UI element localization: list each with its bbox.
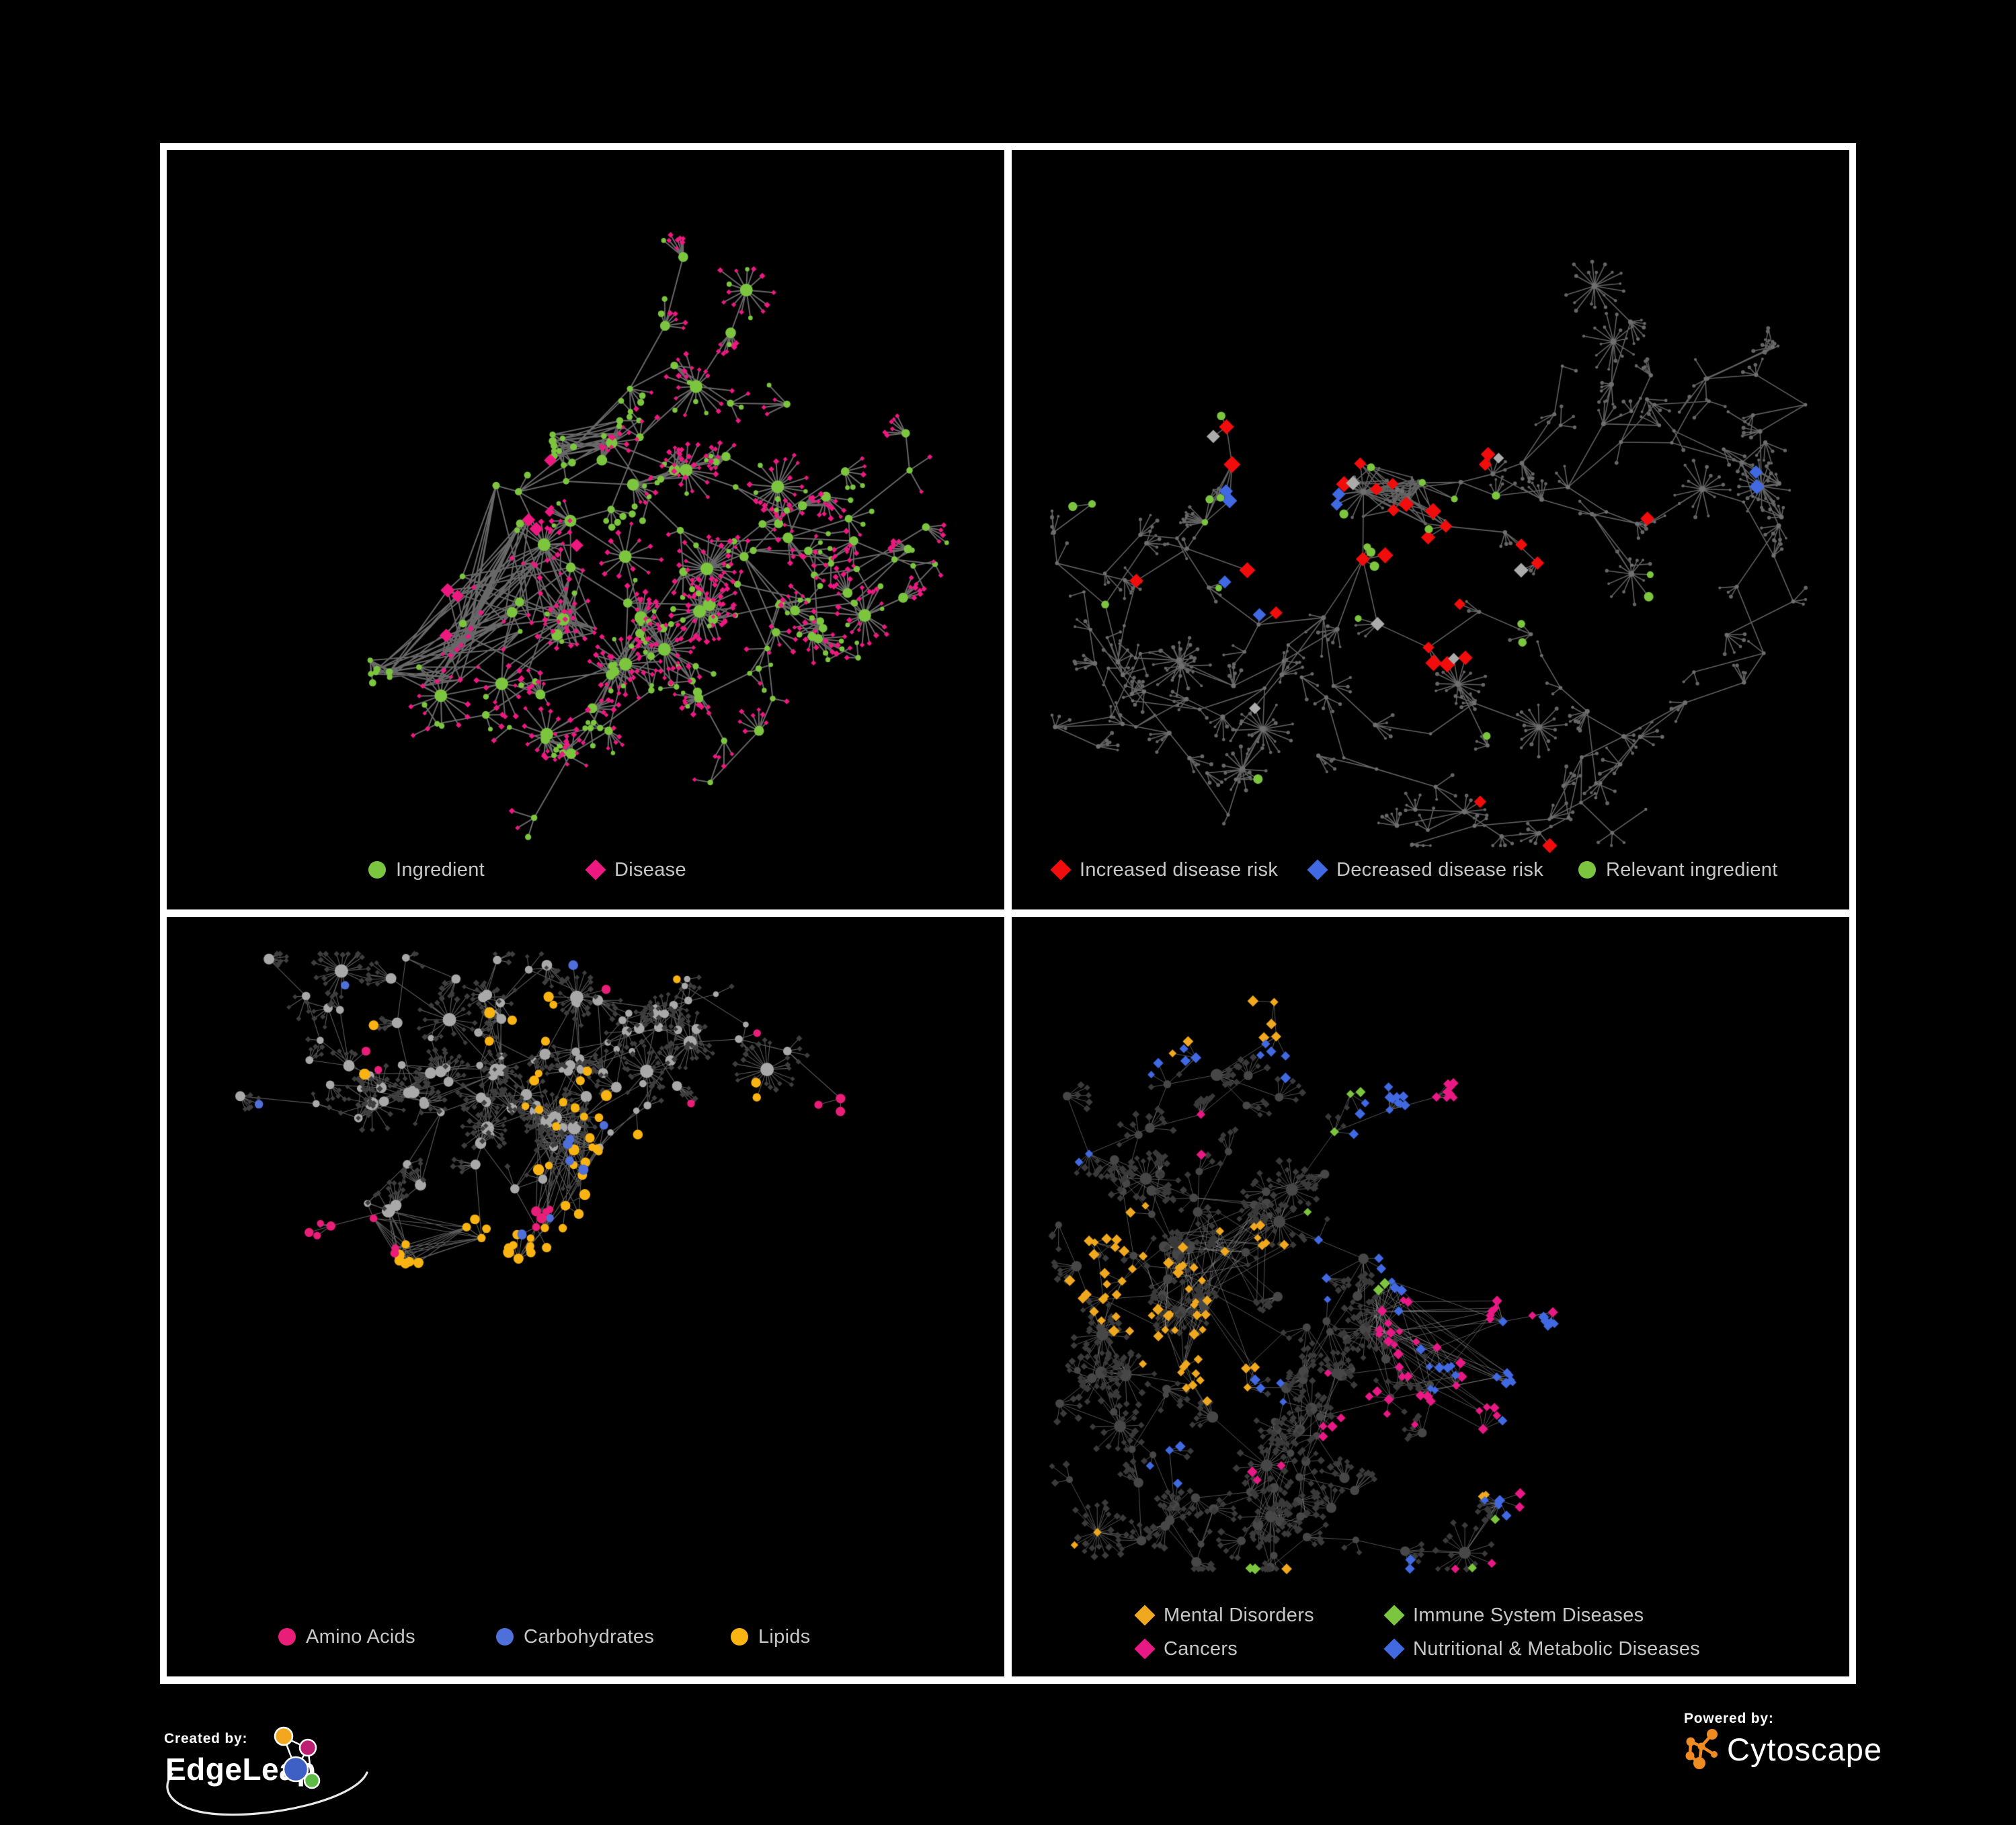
cytoscape-brand-text: Cytoscape: [1727, 1731, 1883, 1767]
legend-label: Mental Disorders: [1164, 1604, 1314, 1626]
legend-item-mental-disorders: Mental Disorders: [1134, 1604, 1314, 1626]
legend-item-disease: Disease: [585, 858, 686, 881]
legend-label: Decreased disease risk: [1336, 858, 1544, 881]
legend-item-decreased-risk: Decreased disease risk: [1307, 858, 1544, 881]
increased-risk-marker-icon: [1050, 859, 1072, 881]
created-by-label: Created by:: [164, 1731, 248, 1746]
cancers-marker-icon: [1134, 1638, 1156, 1660]
network-canvas-nutrient-classes: [167, 917, 1004, 1676]
cytoscape-lockup: Powered by: Cytoscape: [1684, 1711, 1882, 1769]
lipids-marker-icon: [731, 1628, 748, 1646]
edgeleap-lockup: Created by: EdgeLeap: [164, 1726, 368, 1816]
legend-item-relevant-ingredient: Relevant ingredient: [1578, 858, 1778, 881]
panel-ingredient-disease: Ingredient Disease: [167, 150, 1004, 909]
disease-marker-icon: [585, 859, 606, 881]
legend-label: Ingredient: [396, 858, 485, 881]
mental-disorders-marker-icon: [1134, 1605, 1156, 1626]
legend-label: Carbohydrates: [524, 1625, 655, 1648]
legend-label: Cancers: [1164, 1637, 1238, 1660]
legend-item-nutritional-metabolic: Nutritional & Metabolic Diseases: [1383, 1637, 1701, 1660]
panel-grid: Ingredient Disease Increased disease ris…: [160, 143, 1856, 1684]
panel-nutrient-classes: Amino Acids Carbohydrates Lipids: [167, 917, 1004, 1676]
edgeleap-logo-icon: [274, 1726, 321, 1789]
legend-item-carbohydrates: Carbohydrates: [496, 1625, 655, 1648]
legend-label: Lipids: [758, 1625, 811, 1648]
legend-item-amino-acids: Amino Acids: [278, 1625, 415, 1648]
cytoscape-logo-icon: [1685, 1729, 1718, 1769]
network-canvas-disease-risk: [1012, 150, 1849, 909]
footer: Created by: EdgeLeap Powered by:: [0, 1684, 2016, 1820]
immune-diseases-marker-icon: [1383, 1605, 1405, 1626]
legend-label: Immune System Diseases: [1413, 1604, 1644, 1626]
legend-item-increased-risk: Increased disease risk: [1050, 858, 1279, 881]
legend-item-ingredient: Ingredient: [368, 858, 485, 881]
legend-label: Increased disease risk: [1080, 858, 1279, 881]
carbohydrates-marker-icon: [496, 1628, 514, 1646]
amino-acids-marker-icon: [278, 1628, 296, 1646]
legend-label: Disease: [614, 858, 686, 881]
network-canvas-disease-categories: [1012, 917, 1849, 1676]
relevant-ingredient-marker-icon: [1578, 861, 1596, 879]
decreased-risk-marker-icon: [1307, 859, 1328, 881]
panel-disease-categories: Mental Disorders Immune System Diseases …: [1012, 917, 1849, 1676]
legend-item-immune-diseases: Immune System Diseases: [1383, 1604, 1644, 1626]
nutritional-metabolic-marker-icon: [1383, 1638, 1405, 1660]
legend-label: Relevant ingredient: [1606, 858, 1778, 881]
panel-disease-risk: Increased disease risk Decreased disease…: [1012, 150, 1849, 909]
legend-item-cancers: Cancers: [1134, 1637, 1238, 1660]
legend-item-lipids: Lipids: [731, 1625, 811, 1648]
legend-label: Amino Acids: [306, 1625, 415, 1648]
legend-label: Nutritional & Metabolic Diseases: [1413, 1637, 1701, 1660]
powered-by-label: Powered by:: [1684, 1711, 1774, 1726]
ingredient-marker-icon: [368, 861, 386, 879]
network-canvas-ingredient-disease: [167, 150, 1004, 909]
